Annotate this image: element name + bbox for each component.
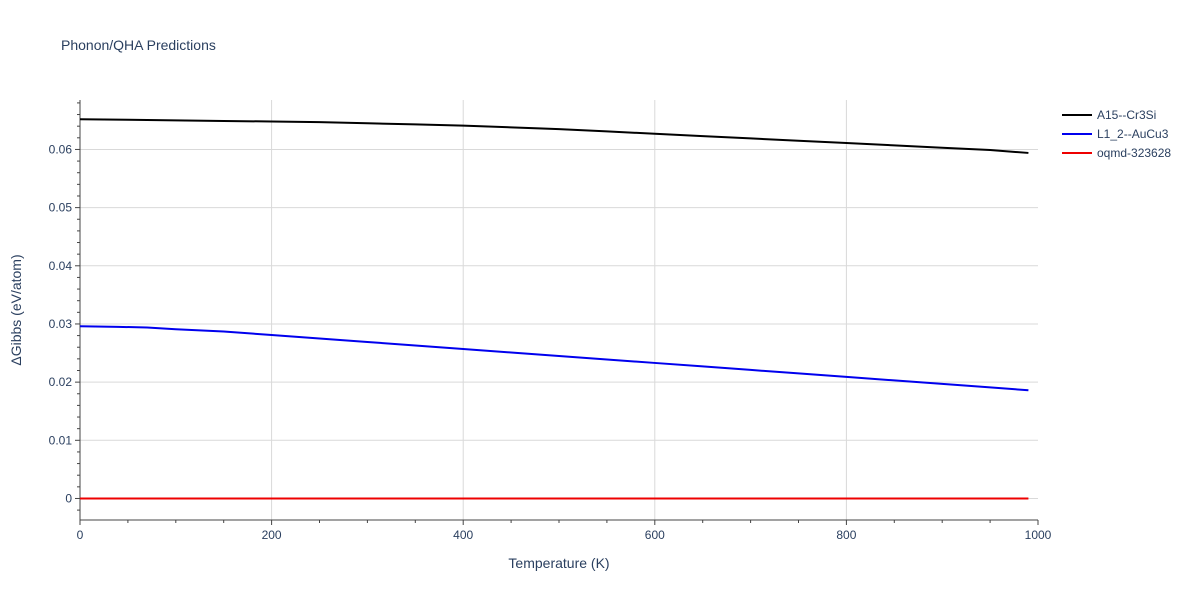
series-line: [79, 118, 1029, 154]
x-tick-label: 800: [836, 528, 856, 542]
y-tick-label: 0.03: [49, 317, 73, 331]
x-tick-label: 1000: [1025, 528, 1052, 542]
y-axis-title: ΔGibbs (eV/atom): [8, 254, 24, 365]
y-tick-label: 0.05: [49, 201, 73, 215]
x-tick-label: 0: [77, 528, 84, 542]
x-tick-label: 200: [262, 528, 282, 542]
y-tick-label: 0.04: [49, 259, 73, 273]
y-tick-label: 0.02: [49, 375, 73, 389]
x-tick-label: 400: [453, 528, 473, 542]
chart-title: Phonon/QHA Predictions: [61, 37, 216, 53]
x-tick-label: 600: [645, 528, 665, 542]
legend: A15--Cr3Si L1_2--AuCu3 oqmd-323628: [1062, 108, 1171, 160]
y-tick-label: 0.01: [49, 433, 73, 447]
y-tick-label: 0.06: [49, 142, 73, 156]
series-lines: [79, 118, 1029, 500]
axes: 0 200 400 600 800 1000 0 0.01 0.02 0.03 0.04 0.05 0.…: [49, 100, 1052, 542]
x-axis-title: Temperature (K): [508, 555, 609, 571]
legend-label: A15--Cr3Si: [1097, 108, 1156, 122]
grid-lines: [80, 100, 1038, 520]
legend-label: oqmd-323628: [1097, 146, 1171, 160]
y-tick-label: 0: [65, 491, 72, 505]
series-line: [79, 325, 1029, 392]
legend-label: L1_2--AuCu3: [1097, 127, 1169, 141]
